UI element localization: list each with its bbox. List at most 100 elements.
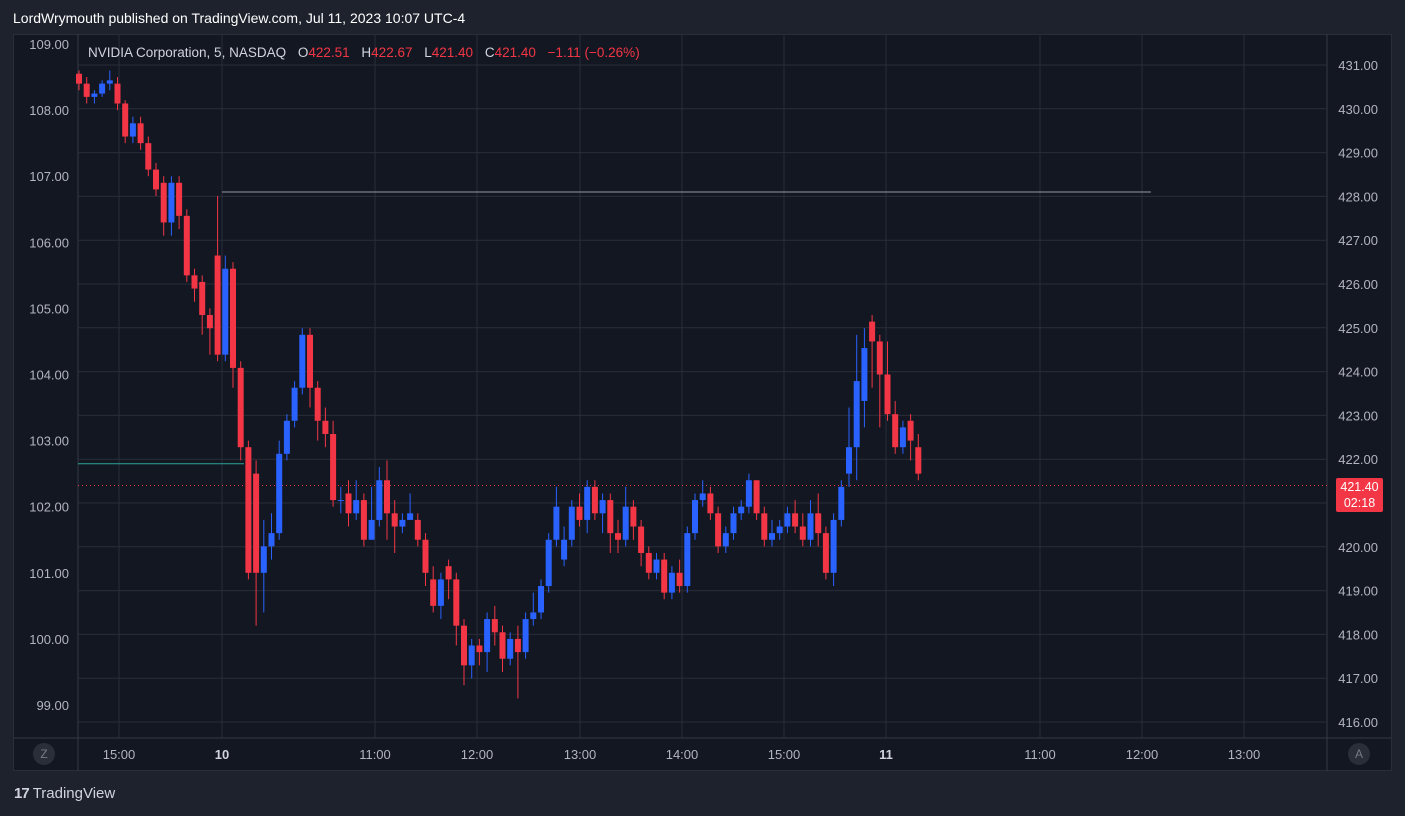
- candle: [191, 268, 198, 302]
- candle: [368, 486, 375, 540]
- candle-body: [799, 526, 806, 540]
- candle-body: [692, 500, 698, 534]
- scale-z-button[interactable]: Z: [33, 743, 55, 765]
- candle-body: [530, 612, 537, 620]
- candle-body: [776, 526, 783, 534]
- last-price-badge: 421.40 02:18: [1336, 478, 1383, 512]
- time-tick-label: 11:00: [1024, 747, 1056, 762]
- high-label: H: [361, 45, 372, 60]
- close-label: C: [484, 45, 495, 60]
- candle-body: [345, 493, 352, 514]
- candle: [245, 440, 252, 580]
- candle-body: [769, 533, 775, 540]
- open-value: 422.51: [308, 45, 350, 60]
- candle-body: [245, 447, 252, 573]
- tradingview-logo[interactable]: 17 TradingView: [14, 785, 115, 802]
- candle: [199, 275, 206, 335]
- candle: [106, 70, 113, 91]
- candle-body: [638, 526, 645, 553]
- candle-body: [430, 579, 437, 606]
- candle: [168, 176, 175, 236]
- candle: [322, 407, 329, 448]
- candle: [345, 480, 352, 527]
- candle: [230, 262, 236, 388]
- candle-body: [283, 420, 290, 454]
- candle-body: [753, 480, 760, 514]
- candle: [114, 77, 121, 111]
- candle: [183, 209, 190, 282]
- candle-body: [322, 420, 329, 434]
- candle: [684, 526, 691, 593]
- candle-body: [676, 572, 683, 587]
- time-tick-label: 14:00: [666, 747, 699, 762]
- right-tick-label: 430.00: [1338, 102, 1378, 117]
- candle: [668, 566, 675, 600]
- time-tick-label: 13:00: [1228, 747, 1261, 762]
- symbol-legend: NVIDIA Corporation, 5, NASDAQ O422.51 H4…: [88, 45, 640, 60]
- candle-body: [468, 645, 475, 666]
- auto-scale-button[interactable]: A: [1348, 743, 1370, 765]
- candle-body: [514, 638, 521, 653]
- candle: [907, 414, 914, 461]
- candle-body: [122, 103, 129, 137]
- right-price-axis: 431.00 430.00 429.00 428.00 427.00 426.00 425.…: [1338, 58, 1378, 730]
- candle-body: [892, 414, 899, 448]
- candle-body: [206, 315, 213, 329]
- left-tick-label: 99.00: [36, 698, 69, 713]
- left-tick-label: 104.00: [29, 368, 69, 383]
- candle: [861, 328, 868, 428]
- right-tick-label: 419.00: [1338, 584, 1378, 599]
- grid-lines: [14, 34, 1391, 771]
- candle: [830, 513, 837, 587]
- right-tick-label: 426.00: [1338, 277, 1378, 292]
- candle: [815, 493, 822, 547]
- candle: [291, 381, 298, 428]
- candle: [268, 513, 275, 560]
- candle: [846, 407, 852, 487]
- candle: [83, 77, 90, 104]
- candle-body: [422, 539, 429, 573]
- candle-body: [668, 572, 675, 593]
- candle: [414, 513, 421, 547]
- candle-body: [538, 586, 544, 613]
- candle: [353, 480, 360, 520]
- candle: [915, 433, 922, 481]
- candle: [869, 315, 876, 388]
- candle: [715, 506, 722, 553]
- candle-body: [476, 645, 483, 653]
- candle: [645, 546, 652, 580]
- candle: [738, 500, 745, 520]
- candle-body: [807, 513, 814, 540]
- candle-body: [630, 506, 637, 527]
- candle-body: [553, 506, 560, 540]
- candle: [422, 533, 429, 587]
- candle-body: [684, 533, 691, 587]
- candle-body: [876, 341, 883, 375]
- candle: [584, 480, 591, 534]
- time-tick-label: 11: [879, 747, 893, 762]
- candle-body: [568, 506, 575, 540]
- candle-body: [715, 513, 722, 547]
- candle: [630, 500, 637, 540]
- left-tick-label: 102.00: [29, 500, 69, 515]
- candle-body: [183, 215, 190, 276]
- candle: [337, 486, 344, 514]
- brand-name: TradingView: [32, 785, 116, 802]
- candle: [545, 533, 552, 593]
- candle: [553, 486, 560, 547]
- right-tick-label: 420.00: [1338, 540, 1378, 555]
- candle-body: [407, 513, 414, 520]
- candle: [391, 500, 398, 553]
- time-tick-label: 11:00: [359, 747, 391, 762]
- time-tick-label: 10: [215, 747, 229, 762]
- candle-body: [507, 638, 514, 659]
- candle-body: [738, 506, 745, 514]
- right-tick-label: 429.00: [1338, 146, 1378, 161]
- candle-body: [191, 275, 198, 289]
- candle-body: [899, 427, 906, 448]
- candle: [430, 566, 437, 613]
- candle-body: [561, 539, 568, 560]
- candle: [615, 519, 621, 553]
- candle-body: [399, 519, 406, 527]
